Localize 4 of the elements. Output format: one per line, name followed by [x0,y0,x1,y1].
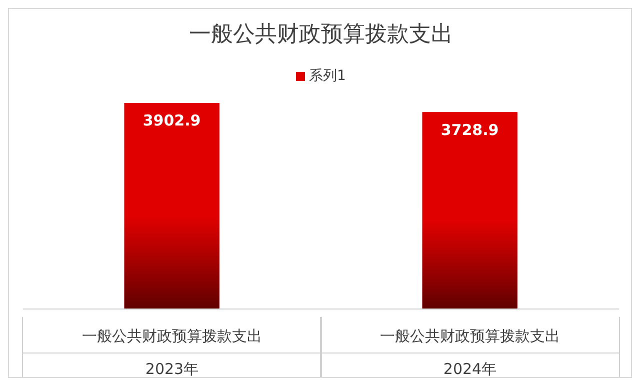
data-label: 3728.9 [440,120,499,139]
legend-label: 系列1 [308,67,346,85]
chart-title: 一般公共财政预算拨款支出 [188,21,454,49]
data-label: 3902.9 [142,112,201,130]
